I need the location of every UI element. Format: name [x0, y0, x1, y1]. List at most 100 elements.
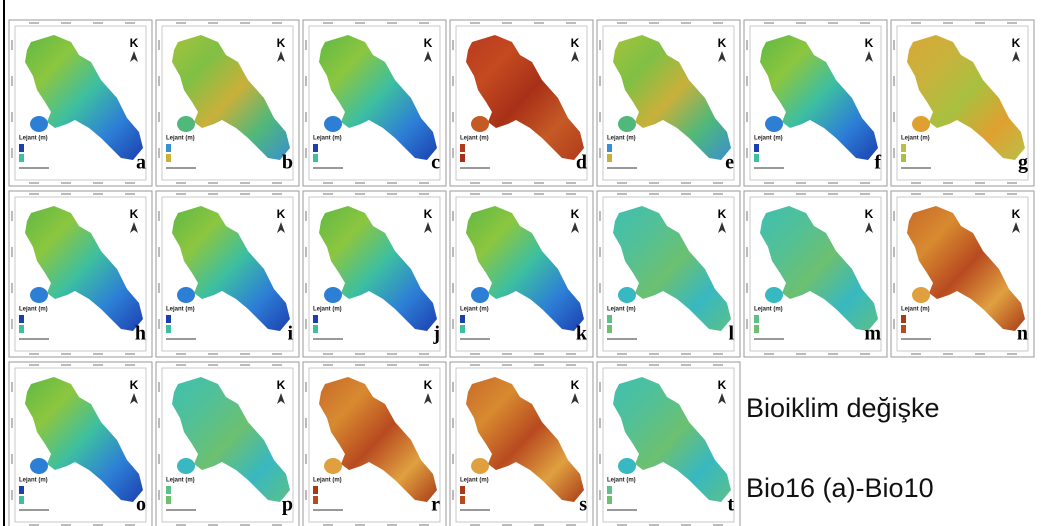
- map-lobe: [324, 287, 342, 303]
- legend-swatch: [19, 486, 24, 494]
- panel-inner-frame: [14, 367, 147, 523]
- map-lobe: [471, 116, 489, 132]
- north-arrow: [1012, 51, 1020, 62]
- study-area-map: [25, 206, 143, 331]
- study-area-map: [613, 35, 731, 160]
- study-area-map: [25, 377, 143, 502]
- panel-inner-frame: [602, 25, 735, 181]
- map-panel: K Lejant (m) h: [8, 190, 153, 358]
- legend-swatch: [313, 144, 318, 152]
- panel-letter: o: [136, 494, 146, 516]
- panel-letter: d: [576, 152, 587, 174]
- legend-swatch: [166, 154, 171, 162]
- panel-inner-frame: [14, 25, 147, 181]
- legend-title: Lejant (m): [460, 136, 489, 142]
- legend-title: Lejant (m): [166, 478, 195, 484]
- north-arrow: [718, 51, 726, 62]
- map-panel: K Lejant (m) j: [302, 190, 447, 358]
- study-area-map: [613, 206, 731, 331]
- north-arrow: [571, 222, 579, 233]
- panel-inner-frame: [602, 196, 735, 352]
- legend-title: Lejant (m): [901, 307, 930, 313]
- panel-letter: c: [431, 152, 440, 174]
- legend-swatch: [607, 496, 612, 504]
- legend-title: Lejant (m): [460, 478, 489, 484]
- panel-inner-frame: [602, 367, 735, 523]
- legend-swatch: [754, 154, 759, 162]
- panel-inner-frame: [161, 196, 294, 352]
- study-area-map: [613, 377, 731, 502]
- legend-swatch: [313, 325, 318, 333]
- legend-swatch: [313, 486, 318, 494]
- north-arrow: [277, 393, 285, 404]
- map-panel: K Lejant (m) g: [890, 19, 1035, 187]
- panel-inner-frame: [161, 367, 294, 523]
- map-lobe: [618, 116, 636, 132]
- north-label: K: [130, 378, 139, 392]
- panel-letter: r: [431, 494, 440, 516]
- map-lobe: [30, 116, 48, 132]
- north-label: K: [130, 207, 139, 221]
- north-label: K: [424, 36, 433, 50]
- panel-inner-frame: [308, 196, 441, 352]
- legend-title: Lejant (m): [460, 307, 489, 313]
- panel-letter: k: [576, 323, 588, 345]
- map-panel: K Lejant (m) r: [302, 361, 447, 526]
- legend-swatch: [460, 315, 465, 323]
- north-label: K: [865, 36, 874, 50]
- north-arrow: [571, 51, 579, 62]
- north-label: K: [718, 378, 727, 392]
- north-arrow: [718, 222, 726, 233]
- legend-title: Lejant (m): [607, 478, 636, 484]
- legend-title: Lejant (m): [19, 478, 48, 484]
- map-panel: K Lejant (m) s: [449, 361, 594, 526]
- map-lobe: [30, 287, 48, 303]
- study-area-map: [907, 206, 1025, 331]
- north-label: K: [1012, 207, 1021, 221]
- panel-inner-frame: [161, 25, 294, 181]
- legend-swatch: [166, 144, 171, 152]
- map-panel: K Lejant (m) c: [302, 19, 447, 187]
- legend-swatch: [754, 325, 759, 333]
- north-arrow: [718, 393, 726, 404]
- legend-swatch: [901, 315, 906, 323]
- legend-title: Lejant (m): [313, 478, 342, 484]
- legend-swatch: [607, 144, 612, 152]
- north-label: K: [277, 378, 286, 392]
- map-panel: K Lejant (m) m: [743, 190, 888, 358]
- caption-line: Bioiklim değişke: [746, 393, 940, 423]
- legend-swatch: [166, 496, 171, 504]
- panel-inner-frame: [455, 367, 588, 523]
- map-lobe: [471, 458, 489, 474]
- north-label: K: [571, 36, 580, 50]
- north-arrow: [424, 51, 432, 62]
- study-area-map: [760, 206, 878, 331]
- north-label: K: [277, 207, 286, 221]
- legend-title: Lejant (m): [166, 136, 195, 142]
- study-area-map: [172, 377, 290, 502]
- map-lobe: [324, 116, 342, 132]
- map-lobe: [765, 116, 783, 132]
- panel-letter: l: [728, 323, 734, 345]
- map-panel: K Lejant (m) p: [155, 361, 300, 526]
- panel-inner-frame: [308, 367, 441, 523]
- map-lobe: [618, 287, 636, 303]
- map-lobe: [471, 287, 489, 303]
- study-area-map: [319, 206, 437, 331]
- north-label: K: [571, 378, 580, 392]
- north-arrow: [130, 393, 138, 404]
- legend-swatch: [607, 486, 612, 494]
- panel-letter: m: [864, 323, 881, 345]
- legend-swatch: [19, 325, 24, 333]
- panel-letter: j: [432, 323, 440, 345]
- legend-swatch: [901, 325, 906, 333]
- map-panel: K Lejant (m) f: [743, 19, 888, 187]
- legend-swatch: [460, 154, 465, 162]
- map-lobe: [324, 458, 342, 474]
- map-lobe: [30, 458, 48, 474]
- panel-letter: f: [874, 152, 881, 174]
- study-area-map: [907, 35, 1025, 160]
- legend-swatch: [460, 486, 465, 494]
